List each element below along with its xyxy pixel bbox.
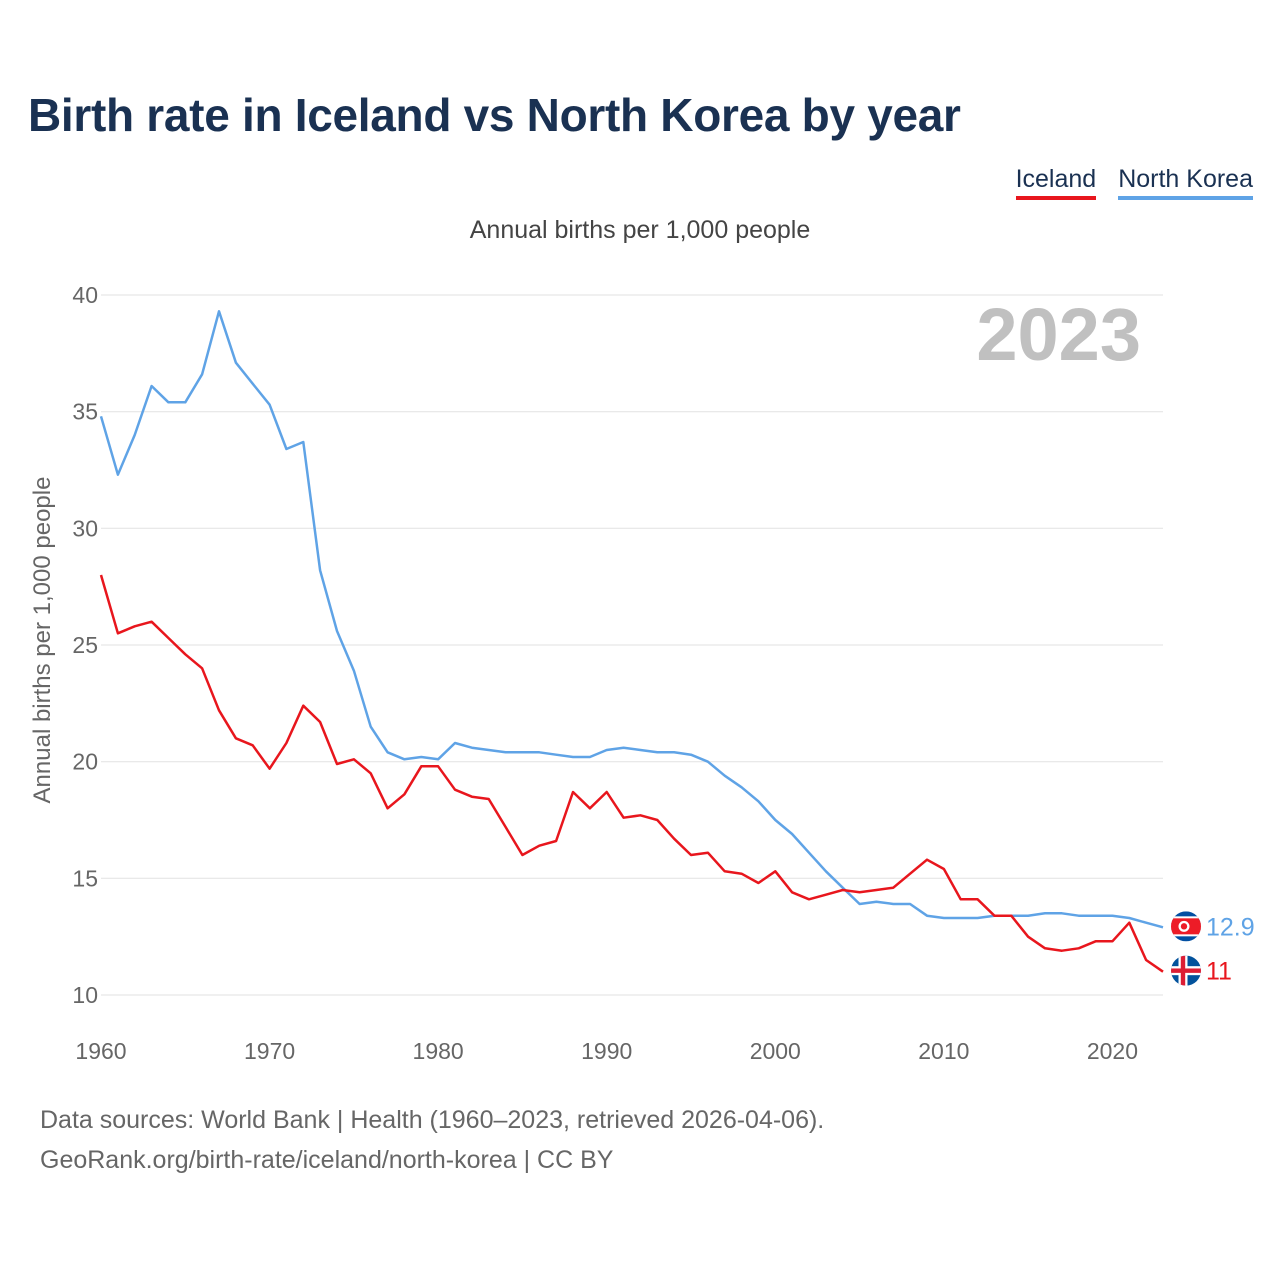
data-source: Data sources: World Bank | Health (1960–… (40, 1106, 825, 1134)
x-axis-ticks: 1960 1970 1980 1990 2000 2010 2020 (75, 1038, 1138, 1064)
y-tick-25: 25 (72, 632, 98, 658)
legend-iceland[interactable]: Iceland (1015, 165, 1097, 200)
y-axis-label: Annual births per 1,000 people (29, 477, 56, 804)
x-tick-2020: 2020 (1087, 1038, 1138, 1064)
y-tick-15: 15 (72, 865, 98, 891)
y-tick-10: 10 (72, 982, 98, 1008)
north-korea-flag-icon (1171, 911, 1201, 942)
chart-subtitle: Annual births per 1,000 people (469, 216, 811, 244)
gridlines (101, 294, 1163, 996)
legend: Iceland North Korea (1015, 165, 1253, 200)
x-tick-2010: 2010 (918, 1038, 969, 1064)
series-line-north-korea[interactable] (99, 310, 1164, 929)
end-markers: 12.9 11 (1171, 911, 1255, 986)
year-watermark: 2023 (976, 293, 1141, 376)
end-label-iceland: 11 (1206, 958, 1232, 986)
y-tick-35: 35 (72, 399, 98, 425)
y-axis-ticks: 10 15 20 25 30 35 40 (72, 282, 98, 1008)
legend-north-korea[interactable]: North Korea (1118, 165, 1253, 200)
x-tick-1980: 1980 (413, 1038, 464, 1064)
series-lines (99, 310, 1164, 973)
series-line-iceland[interactable] (99, 574, 1164, 973)
end-label-north-korea: 12.9 (1206, 913, 1255, 941)
x-tick-1970: 1970 (244, 1038, 295, 1064)
x-tick-2000: 2000 (750, 1038, 801, 1064)
chart-title: Birth rate in Iceland vs North Korea by … (28, 89, 961, 141)
y-tick-20: 20 (72, 749, 98, 775)
source-url: GeoRank.org/birth-rate/iceland/north-kor… (40, 1146, 614, 1174)
y-tick-30: 30 (72, 515, 98, 541)
y-tick-40: 40 (72, 282, 98, 308)
x-tick-1960: 1960 (75, 1038, 126, 1064)
iceland-flag-icon (1171, 955, 1201, 986)
x-tick-1990: 1990 (581, 1038, 632, 1064)
